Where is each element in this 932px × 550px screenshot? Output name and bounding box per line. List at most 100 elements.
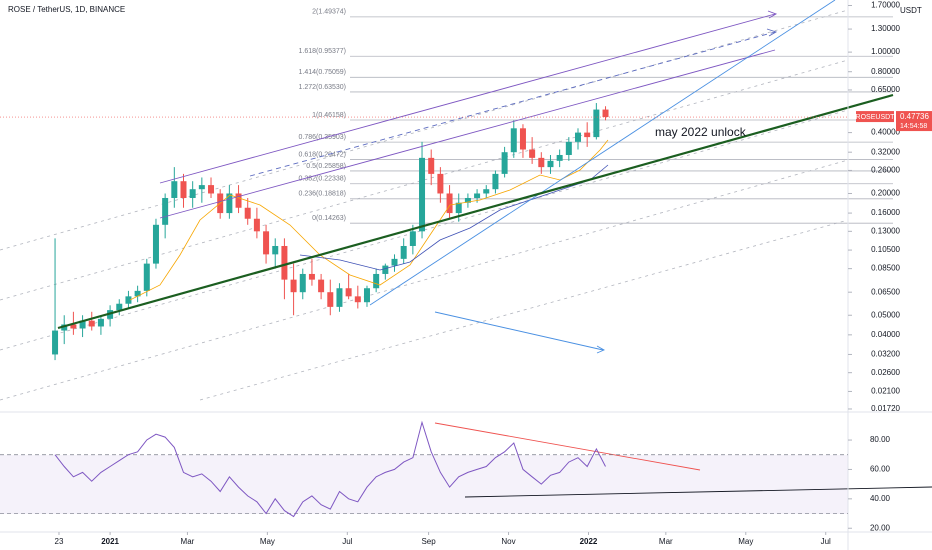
y-tick-label: 1.00000 xyxy=(871,47,900,56)
candle-body xyxy=(171,181,178,198)
x-tick-label: Sep xyxy=(421,537,436,546)
candle-body xyxy=(198,185,205,190)
y-tick-label: 0.02600 xyxy=(871,368,900,377)
candle-body xyxy=(70,324,77,329)
candle-body xyxy=(327,292,334,307)
arrow-head xyxy=(767,10,778,19)
candle-body xyxy=(180,181,187,198)
candle-body xyxy=(152,224,159,264)
candle-body xyxy=(556,154,563,161)
candle-body xyxy=(373,273,380,289)
unit-label: USDT xyxy=(900,6,922,15)
fib-label: 1.272(0.63530) xyxy=(299,84,346,91)
x-tick-label: Nov xyxy=(501,537,515,546)
candle-body xyxy=(382,265,389,274)
channel-lower xyxy=(159,49,776,219)
y-tick-label: 0.80000 xyxy=(871,67,900,76)
candle-body xyxy=(474,193,481,198)
candle-body xyxy=(134,290,141,297)
candle-body xyxy=(79,320,86,329)
y-tick-label: 0.01720 xyxy=(871,404,900,413)
support-trend-line xyxy=(369,0,836,306)
candle-body xyxy=(483,189,490,194)
rsi-band xyxy=(0,455,848,514)
candle-body xyxy=(363,288,370,303)
candle-body xyxy=(345,288,352,297)
y-tick-label: 0.06500 xyxy=(871,287,900,296)
y-tick-label: 0.26000 xyxy=(871,166,900,175)
candle-body xyxy=(52,330,59,355)
fib-label: 0.382(0.22338) xyxy=(299,176,346,183)
rsi-support-line xyxy=(464,486,932,498)
candle-body xyxy=(602,109,609,118)
moving-average-slow xyxy=(299,164,609,271)
fib-label: 1(0.46158) xyxy=(312,112,346,119)
candle-body xyxy=(97,318,104,327)
countdown-label: 14:54:58 xyxy=(900,123,927,130)
candle-body xyxy=(336,288,343,307)
candle-body xyxy=(547,160,554,168)
candle-body xyxy=(299,273,306,293)
candle-body xyxy=(116,303,123,311)
candle-body xyxy=(208,185,215,194)
candle-body xyxy=(263,231,270,255)
y-tick-label: 0.10500 xyxy=(871,245,900,254)
candle-body xyxy=(290,279,297,293)
candle-body xyxy=(584,132,591,138)
rsi-tick-label: 60.00 xyxy=(870,465,891,474)
x-tick-label: May xyxy=(260,537,275,546)
candle-body xyxy=(492,173,499,190)
fib-label: 0.618(0.29472) xyxy=(299,151,346,158)
x-tick-label: Mar xyxy=(659,537,673,546)
last-price-label: 0.47736 xyxy=(900,112,929,121)
fib-label: 1.414(0.75059) xyxy=(299,69,346,76)
candle-body xyxy=(519,128,526,150)
x-tick-label: 2022 xyxy=(580,537,598,546)
candle-body xyxy=(391,258,398,266)
x-tick-label: 2021 xyxy=(101,537,119,546)
candle-body xyxy=(88,320,95,327)
candle-body xyxy=(61,324,68,331)
candle-body xyxy=(125,296,132,304)
moving-average-fast xyxy=(129,139,609,301)
candle-body xyxy=(409,231,416,246)
candle-body xyxy=(143,263,150,291)
candle-body xyxy=(244,207,251,219)
x-tick-label: Mar xyxy=(181,537,195,546)
background-trend-lines xyxy=(0,9,849,401)
y-tick-label: 0.20000 xyxy=(871,189,900,198)
candle-body xyxy=(226,193,233,214)
candle-body xyxy=(281,245,288,280)
candle-body xyxy=(529,149,536,158)
drawings xyxy=(57,0,932,498)
fib-label: 0(0.14263) xyxy=(312,215,346,222)
fib-label: 0.236(0.18818) xyxy=(299,191,346,198)
candle-body xyxy=(446,193,453,214)
long-trend-line xyxy=(57,93,894,330)
x-tick-label: 23 xyxy=(55,537,64,546)
fib-label: 0.5(0.25858) xyxy=(306,163,346,170)
candle-body xyxy=(308,273,315,280)
candle-body xyxy=(354,296,361,303)
channel-mid-dashed xyxy=(249,31,776,177)
candle-body xyxy=(162,197,169,225)
y-tick-label: 0.04000 xyxy=(871,330,900,339)
y-tick-label: 0.65000 xyxy=(871,85,900,94)
fib-label: 0.786(0.35903) xyxy=(299,134,346,141)
y-tick-label: 0.03200 xyxy=(871,350,900,359)
chart-title: ROSE / TetherUS, 1D, BINANCE xyxy=(8,5,125,14)
candle-body xyxy=(235,193,242,208)
symbol-tag xyxy=(856,111,894,123)
y-tick-label: 0.16000 xyxy=(871,208,900,217)
channel-top xyxy=(159,13,776,184)
x-tick-label: May xyxy=(738,537,753,546)
candle-body xyxy=(593,109,600,138)
candle-body xyxy=(189,189,196,198)
annotation: may 2022 unlock xyxy=(655,125,747,139)
price-tag xyxy=(896,111,932,132)
y-tick-label: 0.40000 xyxy=(871,128,900,137)
rsi-line xyxy=(54,420,606,518)
candle-body xyxy=(538,157,545,168)
candle-body xyxy=(419,157,426,232)
